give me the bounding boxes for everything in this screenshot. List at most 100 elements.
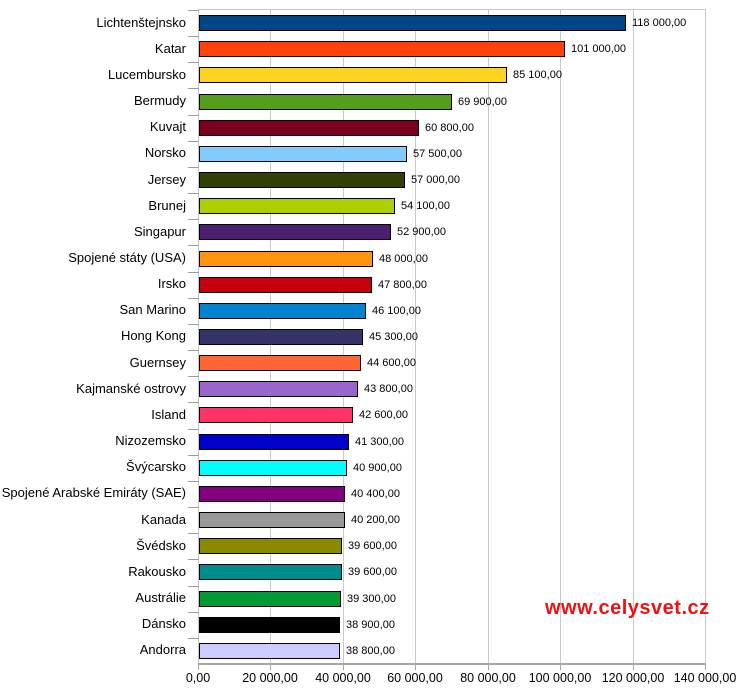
bar	[199, 172, 405, 188]
bar	[199, 303, 366, 319]
category-label: Spojené státy (USA)	[68, 250, 186, 266]
category-tick	[188, 402, 199, 403]
value-label: 39 300,00	[347, 593, 396, 605]
x-tick	[488, 665, 489, 670]
x-tick-label: 20 000,00	[242, 671, 298, 685]
category-tick	[188, 167, 199, 168]
category-tick	[188, 376, 199, 377]
bar	[199, 94, 452, 110]
gridline	[415, 10, 416, 664]
x-tick-label: 140 000,00	[673, 671, 737, 685]
x-tick	[560, 665, 561, 670]
category-tick	[188, 88, 199, 89]
category-label: Hong Kong	[120, 328, 186, 344]
value-label: 42 600,00	[359, 409, 408, 421]
value-label: 40 900,00	[353, 462, 402, 474]
bar	[199, 198, 395, 214]
plot-area: 118 000,00 101 000,00 85 100,00 69 900,00 60…	[188, 9, 706, 664]
category-tick	[188, 245, 199, 246]
value-label: 48 000,00	[379, 253, 428, 265]
gridline	[488, 10, 489, 664]
category-tick	[188, 507, 199, 508]
category-label: Nizozemsko	[115, 433, 186, 449]
value-label: 57 500,00	[413, 148, 462, 160]
value-label: 60 800,00	[425, 122, 474, 134]
bar	[199, 329, 363, 345]
value-label: 38 900,00	[346, 619, 395, 631]
bar	[199, 146, 407, 162]
value-label: 46 100,00	[372, 305, 421, 317]
gridline	[560, 10, 561, 664]
category-tick	[188, 586, 199, 587]
category-tick	[188, 429, 199, 430]
bar	[199, 407, 353, 423]
category-label: Austrálie	[135, 590, 186, 606]
category-tick	[188, 62, 199, 63]
category-label: Bermudy	[133, 93, 186, 109]
category-tick	[188, 638, 199, 639]
value-label: 45 300,00	[369, 331, 418, 343]
bar	[199, 591, 341, 607]
bar	[199, 67, 507, 83]
gridline	[633, 10, 634, 664]
value-label: 44 600,00	[367, 357, 416, 369]
gridline	[705, 10, 706, 664]
x-tick-label: 120 000,00	[601, 671, 665, 685]
category-tick	[188, 36, 199, 37]
bar	[199, 15, 626, 31]
x-tick	[633, 665, 634, 670]
bar	[199, 564, 342, 580]
x-tick-label: 80 000,00	[460, 671, 516, 685]
category-label: Island	[151, 406, 186, 422]
value-label: 85 100,00	[513, 69, 562, 81]
category-tick	[188, 298, 199, 299]
x-tick-label: 60 000,00	[387, 671, 443, 685]
category-label: Norsko	[144, 145, 186, 161]
x-tick	[343, 665, 344, 670]
category-axis: Lichtenštejnsko Katar Lucembursko Bermudy Ku…	[0, 9, 192, 663]
category-tick	[188, 324, 199, 325]
category-label: Andorra	[139, 642, 186, 658]
x-axis-line	[198, 663, 706, 665]
category-label: Guernsey	[129, 354, 186, 370]
bar	[199, 277, 372, 293]
category-label: Spojené Arabské Emiráty (SAE)	[1, 485, 186, 501]
value-label: 57 000,00	[411, 174, 460, 186]
category-label: Irsko	[157, 276, 186, 292]
bar	[199, 617, 340, 633]
category-label: Lichtenštejnsko	[96, 14, 186, 30]
value-label: 54 100,00	[401, 200, 450, 212]
x-tick-label: 40 000,00	[315, 671, 371, 685]
category-label: Rakousko	[128, 563, 186, 579]
category-label: Kajmanské ostrovy	[76, 380, 186, 396]
category-tick	[188, 219, 199, 220]
x-tick	[415, 665, 416, 670]
x-tick-label: 100 000,00	[528, 671, 592, 685]
bar	[199, 224, 391, 240]
category-tick	[188, 533, 199, 534]
bar	[199, 251, 373, 267]
category-tick	[188, 10, 199, 11]
category-label: Brunej	[148, 197, 186, 213]
value-label: 52 900,00	[397, 226, 446, 238]
value-label: 39 600,00	[348, 566, 397, 578]
bar	[199, 355, 361, 371]
category-label: Singapur	[133, 223, 186, 239]
value-label: 41 300,00	[355, 436, 404, 448]
category-tick	[188, 559, 199, 560]
x-tick-label: 0,00	[185, 671, 211, 685]
category-tick	[188, 612, 199, 613]
category-tick	[188, 455, 199, 456]
category-label: Švýcarsko	[126, 459, 186, 475]
bar	[199, 486, 345, 502]
category-tick	[188, 141, 199, 142]
x-tick	[270, 665, 271, 670]
value-label: 38 800,00	[346, 645, 395, 657]
category-label: Jersey	[147, 171, 186, 187]
value-label: 43 800,00	[364, 383, 413, 395]
x-tick	[198, 665, 199, 670]
watermark-text: www.celysvet.cz	[545, 597, 710, 619]
bar	[199, 381, 358, 397]
value-label: 47 800,00	[378, 279, 427, 291]
